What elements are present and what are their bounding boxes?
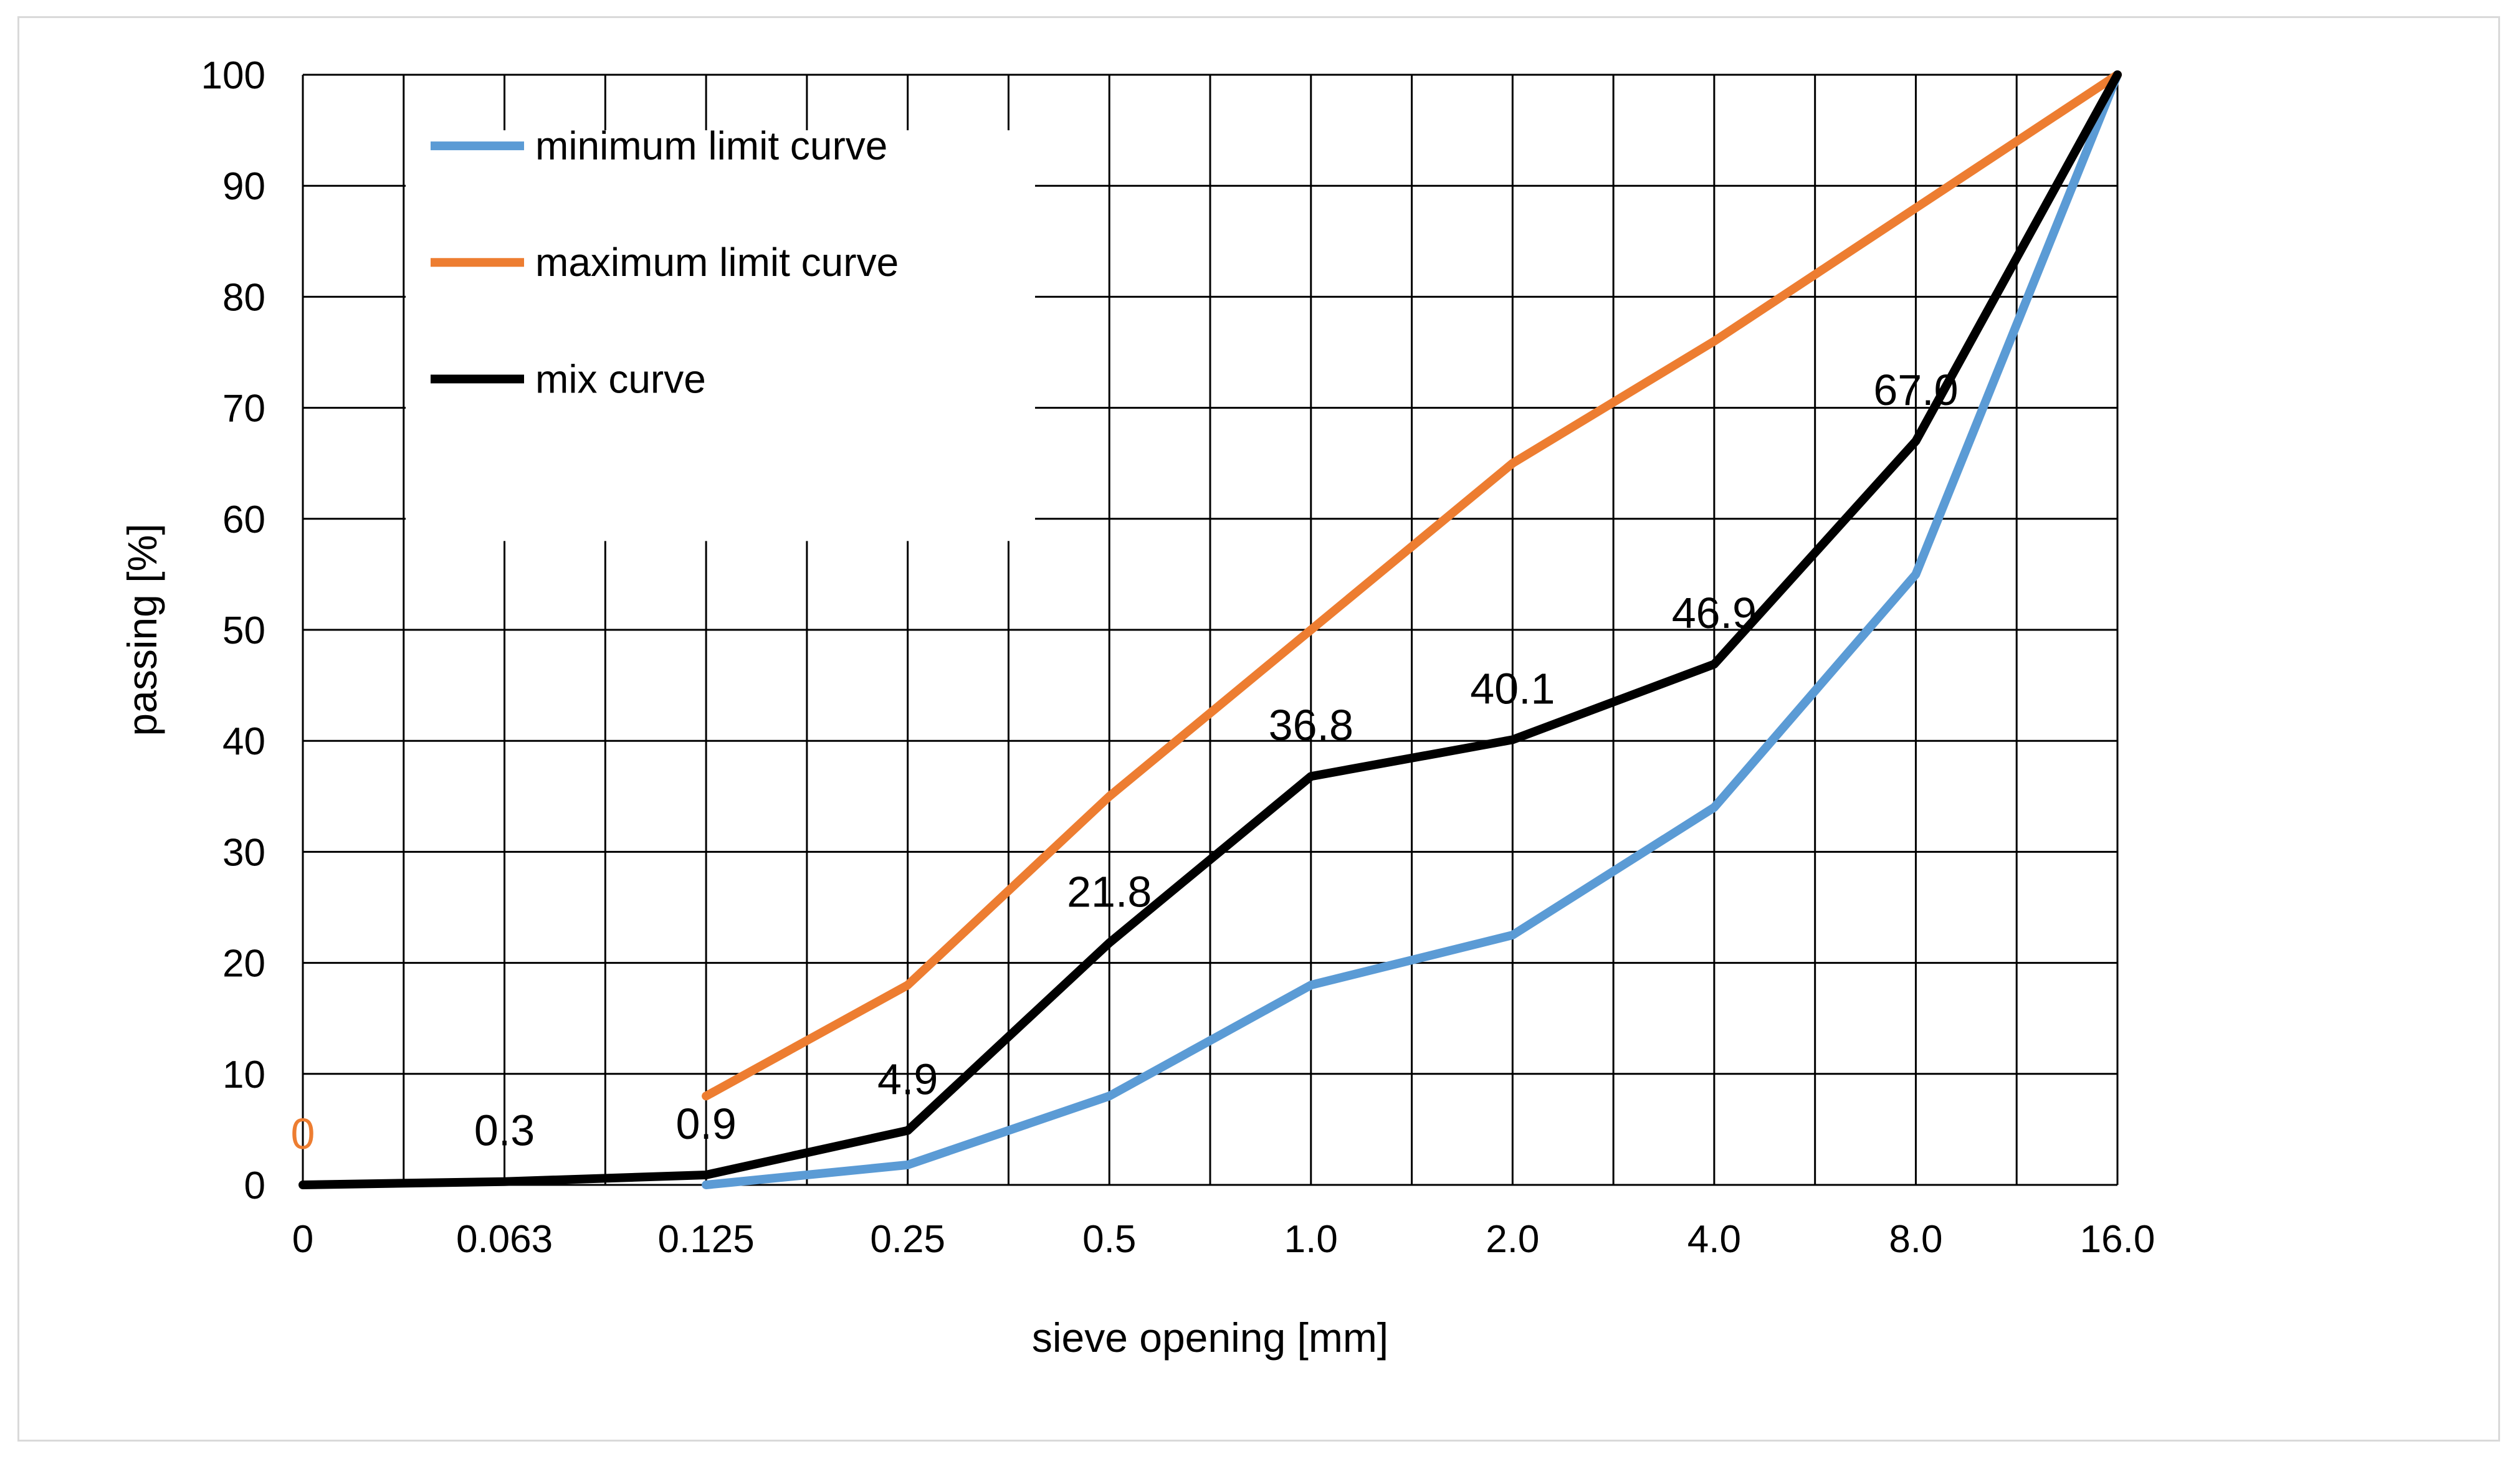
y-axis-title: passing [%] (119, 523, 165, 736)
y-tick-label: 0 (244, 1164, 265, 1207)
x-tick-label: 0.25 (870, 1218, 945, 1261)
data-label: 4.9 (877, 1055, 938, 1104)
data-label: 0 (291, 1110, 315, 1158)
data-label: 0.3 (474, 1106, 535, 1155)
x-tick-label: 2.0 (1486, 1218, 1539, 1261)
data-label: 0.9 (675, 1100, 736, 1148)
series-line-1 (702, 70, 2122, 1189)
x-tick-label: 4.0 (1687, 1218, 1741, 1261)
series-line-3 (298, 70, 2122, 1189)
legend: minimum limit curve maximum limit curve mi… (431, 123, 899, 401)
sieve-curve-chart: 0 0.3 0.9 4.9 21.8 36.8 40.1 46.9 67.0 0 0.063 0.1… (119, 54, 2155, 1361)
series-layer (298, 70, 2122, 1189)
x-tick-label: 0.063 (456, 1218, 553, 1261)
legend-box (406, 130, 1035, 541)
y-tick-label: 60 (222, 498, 265, 541)
data-label: 46.9 (1672, 589, 1757, 637)
x-tick-label: 0.125 (658, 1218, 755, 1261)
x-axis-title: sieve opening [mm] (1032, 1314, 1388, 1361)
chart-frame: 0 0.3 0.9 4.9 21.8 36.8 40.1 46.9 67.0 0 0.063 0.1… (17, 16, 2500, 1442)
ticks-layer: 0 0.063 0.125 0.25 0.5 1.0 2.0 4.0 8.0 16.0 0 10 20 3… (201, 54, 2155, 1261)
data-labels-layer: 0 0.3 0.9 4.9 21.8 36.8 40.1 46.9 67.0 (291, 366, 1959, 1158)
legend-label: maximum limit curve (535, 240, 899, 285)
y-tick-label: 50 (222, 609, 265, 652)
y-tick-label: 70 (222, 387, 265, 430)
data-label: 21.8 (1067, 868, 1152, 916)
x-tick-label: 1.0 (1284, 1218, 1338, 1261)
data-label: 40.1 (1470, 664, 1555, 713)
y-tick-label: 100 (201, 54, 265, 97)
legend-label: minimum limit curve (535, 123, 887, 168)
data-label: 67.0 (1873, 366, 1958, 414)
x-tick-label: 16.0 (2080, 1218, 2155, 1261)
legend-background (406, 130, 1035, 541)
y-tick-label: 10 (222, 1053, 265, 1096)
x-tick-label: 8.0 (1889, 1218, 1942, 1261)
y-tick-label: 30 (222, 831, 265, 874)
data-label: 36.8 (1269, 701, 1353, 749)
series-line-2 (702, 70, 2122, 1101)
x-tick-label: 0.5 (1082, 1218, 1136, 1261)
y-tick-label: 20 (222, 943, 265, 986)
y-tick-label: 80 (222, 276, 265, 319)
y-tick-label: 40 (222, 720, 265, 763)
x-tick-label: 0 (292, 1218, 313, 1261)
legend-label: mix curve (535, 356, 706, 401)
y-tick-label: 90 (222, 165, 265, 208)
